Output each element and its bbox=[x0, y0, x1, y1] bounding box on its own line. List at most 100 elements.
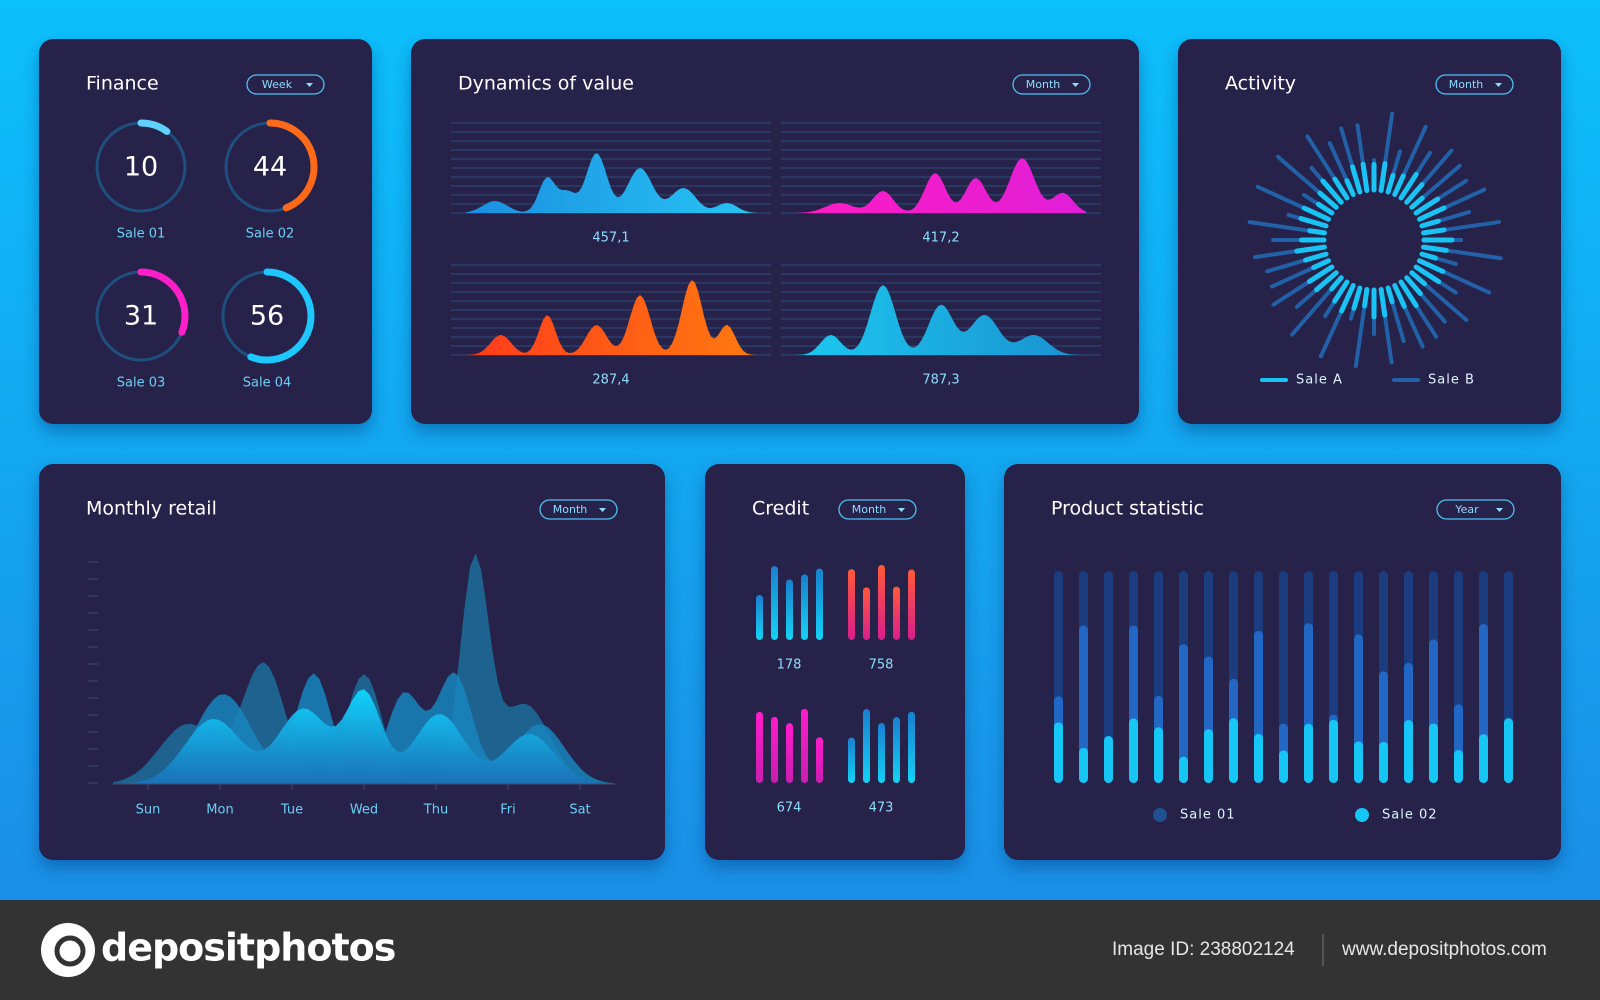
panel bbox=[39, 39, 372, 424]
dropdown-arrow bbox=[1072, 83, 1079, 87]
activity-bar-inner bbox=[1306, 264, 1335, 284]
logo-lens bbox=[54, 935, 86, 967]
credit-value: 473 bbox=[869, 801, 894, 816]
ring-arc bbox=[266, 119, 318, 212]
activity-bar-outer bbox=[1353, 299, 1368, 369]
filter-dropdown[interactable]: Month bbox=[838, 499, 917, 520]
column-sale-02 bbox=[1379, 741, 1388, 783]
ring-label: Sale 02 bbox=[246, 227, 295, 242]
column-sale-02 bbox=[1054, 722, 1063, 783]
activity-bar-inner bbox=[1329, 275, 1344, 292]
activity-bar-inner bbox=[1315, 201, 1335, 216]
activity-bar-inner bbox=[1378, 286, 1388, 318]
credit-bar bbox=[771, 716, 778, 783]
activity-bar-inner bbox=[1344, 178, 1356, 198]
activity-bar-inner bbox=[1294, 244, 1328, 254]
filter-dropdown[interactable]: Week bbox=[246, 74, 325, 95]
ring-value: 31 bbox=[124, 301, 158, 332]
activity-bar-inner bbox=[1339, 282, 1356, 314]
dropdown-box bbox=[539, 499, 618, 520]
x-tick-label: Sun bbox=[136, 803, 161, 818]
activity-bar-inner bbox=[1311, 258, 1332, 271]
credit-bar bbox=[771, 566, 778, 640]
dropdown-label: Year bbox=[1454, 503, 1479, 516]
dropdown-arrow bbox=[306, 83, 313, 87]
x-tick-label: Wed bbox=[350, 803, 378, 818]
x-tick-label: Thu bbox=[423, 803, 448, 818]
dropdown-box bbox=[1012, 74, 1091, 95]
credit-bar bbox=[801, 708, 808, 783]
credit-bar bbox=[893, 586, 900, 640]
column-sale-02 bbox=[1479, 734, 1488, 783]
panel bbox=[411, 39, 1139, 424]
ring-arc bbox=[137, 268, 189, 336]
activity-bar-inner bbox=[1314, 270, 1339, 293]
credit-value: 178 bbox=[777, 658, 802, 673]
filter-dropdown[interactable]: Month bbox=[1435, 74, 1514, 95]
column-sale-01 bbox=[1179, 644, 1188, 783]
activity-bar-inner bbox=[1416, 205, 1447, 222]
value-area bbox=[466, 280, 756, 355]
ring-label: Sale 01 bbox=[117, 227, 166, 242]
column-sale-02 bbox=[1079, 747, 1088, 783]
panel-title: Monthly retail bbox=[86, 498, 217, 520]
column-sale-02 bbox=[1179, 756, 1188, 783]
column-sale-02 bbox=[1204, 729, 1213, 783]
activity-bar-inner bbox=[1420, 227, 1447, 236]
credit-bar bbox=[756, 711, 763, 783]
credit-bar bbox=[908, 569, 915, 640]
image-id: Image ID: 238802124 bbox=[1112, 939, 1295, 960]
activity-bar-inner bbox=[1404, 275, 1423, 297]
credit-bar bbox=[786, 723, 793, 783]
retail-area-front bbox=[113, 689, 615, 784]
activity-bar-inner bbox=[1362, 286, 1370, 309]
dropdown-label: Month bbox=[1449, 78, 1484, 91]
legend-label: Sale A bbox=[1296, 373, 1343, 388]
column-sale-02 bbox=[1279, 750, 1288, 783]
activity-bar-inner bbox=[1385, 172, 1396, 195]
activity-bar-inner bbox=[1404, 182, 1425, 205]
dropdown-box bbox=[1435, 74, 1514, 95]
credit-bar bbox=[893, 717, 900, 783]
column-sale-02 bbox=[1129, 718, 1138, 783]
credit-bar bbox=[786, 579, 793, 640]
activity-bar-outer bbox=[1389, 297, 1406, 344]
ring-label: Sale 04 bbox=[243, 376, 292, 391]
activity-bar-outer bbox=[1269, 263, 1320, 289]
activity-bar-inner bbox=[1419, 251, 1439, 261]
legend-dot bbox=[1355, 808, 1369, 822]
legend-label: Sale 02 bbox=[1382, 808, 1438, 823]
activity-bar-inner bbox=[1298, 216, 1329, 229]
activity-bar-inner bbox=[1307, 228, 1328, 236]
dropdown-box bbox=[1436, 499, 1515, 520]
activity-bar-inner bbox=[1392, 282, 1407, 309]
dropdown-arrow bbox=[599, 508, 606, 512]
activity-bar-outer bbox=[1327, 141, 1351, 186]
dropdown-arrow bbox=[1496, 508, 1503, 512]
dropdown-label: Month bbox=[1026, 78, 1061, 91]
filter-dropdown[interactable]: Month bbox=[539, 499, 618, 520]
filter-dropdown[interactable]: Month bbox=[1012, 74, 1091, 95]
ring-value: 10 bbox=[124, 152, 158, 183]
credit-bar bbox=[801, 574, 808, 640]
column-sale-02 bbox=[1154, 727, 1163, 783]
activity-bar-inner bbox=[1317, 190, 1339, 210]
activity-bar-inner bbox=[1351, 285, 1363, 311]
dropdown-label: Week bbox=[262, 78, 293, 91]
dropdown-box bbox=[246, 74, 325, 95]
footer-bar bbox=[0, 900, 1600, 1000]
activity-bar-inner bbox=[1320, 178, 1344, 205]
activity-bar-outer bbox=[1418, 278, 1469, 323]
column-track bbox=[1104, 571, 1113, 783]
credit-value: 758 bbox=[869, 658, 894, 673]
filter-dropdown[interactable]: Year bbox=[1436, 499, 1515, 520]
credit-bar bbox=[848, 569, 855, 640]
credit-value: 674 bbox=[777, 801, 802, 816]
column-sale-02 bbox=[1454, 750, 1463, 783]
panel-title: Credit bbox=[752, 498, 809, 520]
x-tick-label: Fri bbox=[500, 803, 516, 818]
credit-bar bbox=[908, 711, 915, 783]
activity-bar-inner bbox=[1409, 270, 1428, 287]
site-url: www.depositphotos.com bbox=[1341, 939, 1547, 960]
column-sale-02 bbox=[1404, 719, 1413, 783]
